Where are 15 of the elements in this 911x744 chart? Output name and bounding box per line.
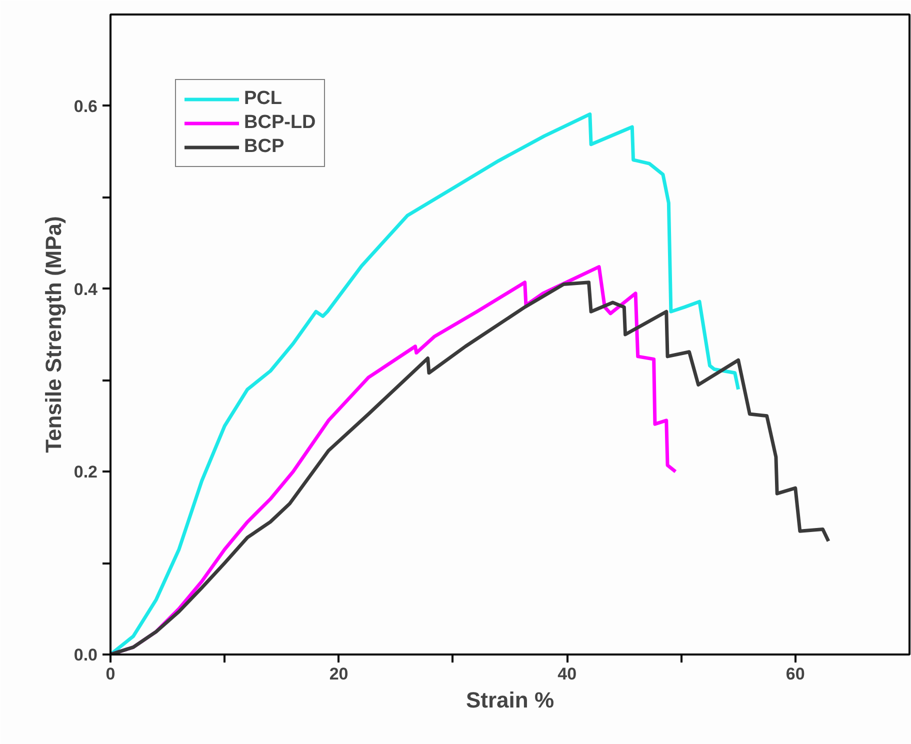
- y-axis-title: Tensile Strength (MPa): [40, 216, 66, 453]
- x-tick-label: 40: [558, 664, 577, 684]
- x-tick-label: 0: [106, 664, 116, 684]
- x-tick-label: 60: [786, 664, 805, 684]
- legend-label: BCP-LD: [244, 112, 316, 134]
- x-axis-title: Strain %: [466, 688, 554, 712]
- line-series: [110, 112, 740, 654]
- y-tick-label: 0.2: [74, 462, 98, 482]
- legend-label: BCP: [244, 136, 284, 158]
- x-tick-label: 20: [329, 664, 348, 684]
- y-tick-label: 0.6: [74, 96, 98, 116]
- y-tick-label: 0.4: [74, 280, 98, 299]
- legend-label: PCL: [244, 88, 282, 110]
- line-series: [110, 280, 830, 654]
- y-tick-label: 0.0: [74, 646, 98, 664]
